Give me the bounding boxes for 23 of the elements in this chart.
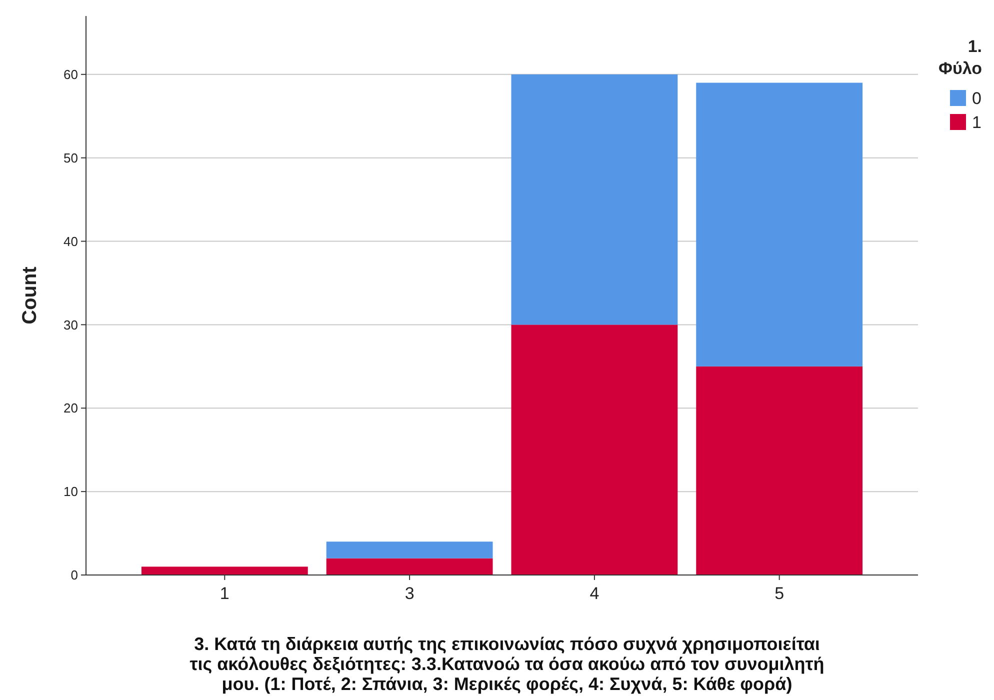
- x-tick-label: 5: [774, 584, 784, 603]
- bar: [141, 566, 308, 575]
- bar: [511, 324, 678, 575]
- x-tick-label: 3: [404, 584, 414, 603]
- y-tick-label: 0: [70, 568, 78, 583]
- bar: [696, 82, 863, 366]
- y-tick-label: 50: [64, 150, 78, 166]
- bar: [326, 542, 493, 558]
- x-tick-label: 1: [220, 584, 230, 603]
- bar: [326, 558, 493, 575]
- y-tick-label: 30: [64, 317, 78, 332]
- x-tick-label: 4: [590, 584, 600, 603]
- y-tick-label: 20: [64, 400, 78, 416]
- y-tick-label: 60: [64, 66, 78, 82]
- bar: [511, 74, 678, 325]
- legend-label: 1: [972, 112, 982, 132]
- y-tick-label: 10: [64, 484, 78, 500]
- bar: [696, 366, 863, 575]
- y-tick-label: 40: [64, 234, 78, 249]
- legend-title: 1. Φύλο: [938, 37, 982, 78]
- legend-label: 0: [972, 88, 982, 108]
- y-axis-title: Count: [19, 266, 41, 324]
- x-axis-title: 3. Κατά τη διάρκεια αυτής της επικοινωνίας πόσο συχνά χρησιμοποιείται τις ακόλουθες δεξιότητες: 3.3.Κατανοώ τα όσα ακούω από τον συνομιλητή μου. (1: Ποτέ, 2: Σπάνια, 3: Μερικές φορές, 4: Συχνά, 5: Κάθε φορά): [190, 634, 824, 694]
